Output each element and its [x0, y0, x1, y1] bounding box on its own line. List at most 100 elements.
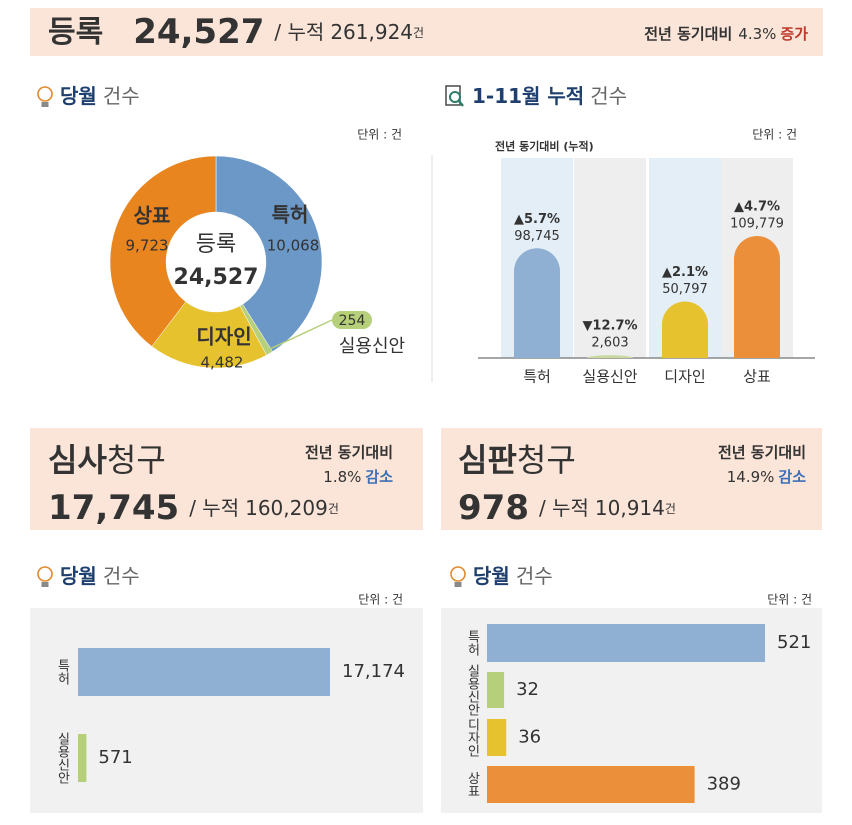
header-text: 등록 24,527 / 누적 261,924건 — [48, 12, 424, 52]
unit-label: 단위 : 건 — [752, 128, 797, 142]
band-value: 17,745 — [48, 488, 179, 528]
slice-value: 254 — [339, 313, 366, 329]
title: 청구 — [517, 441, 576, 479]
change-label: ▲2.1% — [662, 265, 708, 280]
cumulative: 160,209 — [245, 496, 328, 520]
yoy-label: 전년 동기대비 — [644, 25, 732, 43]
x-tick-label: 특허 — [523, 368, 551, 386]
slice-value: 9,723 — [126, 237, 169, 255]
subtitle: 전년 동기대비 (누적) — [495, 139, 594, 153]
value-label: 17,174 — [342, 661, 405, 682]
section-title: 당월 건수 — [60, 564, 140, 588]
bulb-icon — [450, 566, 466, 582]
cumulative-prefix: / 누적 — [189, 496, 239, 520]
header-title: 등록 — [48, 15, 103, 50]
x-tick-label: 상표 — [743, 368, 771, 386]
unit-label: 단위 : 건 — [767, 593, 812, 607]
bar — [487, 672, 505, 708]
yoy: 1.8% — [323, 468, 361, 486]
cumulative: 10,914 — [595, 496, 665, 520]
header-value: 24,527 — [133, 12, 264, 52]
center-value: 24,527 — [174, 265, 259, 290]
value-label: 36 — [518, 727, 541, 748]
donut-slice — [109, 155, 217, 347]
cumulative-prefix: / 누적 — [274, 20, 324, 44]
title: 건수 — [103, 84, 140, 108]
bar — [587, 355, 633, 358]
value-pill — [332, 311, 372, 329]
yoy: 14.9% — [727, 468, 775, 486]
value-label: 521 — [777, 632, 811, 653]
title-bold: 심사 — [48, 441, 107, 479]
panel — [30, 608, 423, 813]
yoy-label: 전년 동기대비 — [305, 444, 393, 462]
section-title: 1-11월 누적 건수 — [472, 84, 627, 108]
slice-category: 상표 — [134, 204, 171, 228]
yoy-label: 전년 동기대비 — [718, 444, 806, 462]
y-tick-label: 실용신안 — [465, 664, 480, 716]
header-yoy: 전년 동기대비 4.3% 증가 — [644, 25, 808, 43]
donut-slice — [151, 301, 267, 369]
value-label: 2,603 — [591, 336, 628, 351]
unit: 건 — [328, 502, 339, 516]
bar — [662, 301, 708, 358]
y-tick-label: 특허 — [465, 630, 480, 656]
slice-category: 특허 — [272, 203, 309, 227]
band-total: 17,745 / 누적 160,209건 — [48, 488, 339, 528]
yoy: 4.3% — [738, 25, 776, 43]
title-bold: 당월 — [60, 84, 97, 108]
unit: 건 — [413, 26, 424, 40]
y-tick-label: 실용신안 — [55, 732, 70, 784]
title-bold: 1-11월 누적 — [472, 84, 584, 108]
title-bold: 당월 — [473, 564, 510, 588]
bulb-icon — [37, 86, 53, 102]
bulb-icon — [41, 102, 49, 107]
value-label: 109,779 — [730, 217, 784, 232]
band-title: 심사청구 — [48, 441, 166, 479]
center-label: 등록 — [196, 232, 236, 257]
bar — [487, 766, 695, 803]
band-value: 978 — [458, 488, 529, 528]
x-tick-label: 디자인 — [664, 368, 705, 386]
cumulative: 261,924 — [330, 20, 413, 44]
donut-slice — [215, 155, 323, 353]
value-label: 98,745 — [514, 229, 560, 244]
unit-label: 단위 : 건 — [358, 593, 403, 607]
change-label: ▲5.7% — [514, 212, 560, 227]
column-bg — [574, 158, 646, 358]
band-total: 978 / 누적 10,914건 — [458, 488, 676, 528]
change-label: ▼12.7% — [582, 319, 637, 334]
title: 건수 — [590, 84, 627, 108]
bulb-icon — [454, 582, 462, 587]
trial-band — [441, 428, 822, 530]
title: 청구 — [107, 441, 166, 479]
bar — [514, 248, 560, 358]
bar — [78, 734, 87, 782]
band-yoy: 1.8% 감소 — [323, 468, 393, 486]
bar — [734, 236, 780, 358]
value-label: 389 — [707, 774, 741, 795]
bar — [78, 648, 330, 696]
search-icon — [449, 91, 461, 103]
slice-value: 4,482 — [201, 354, 244, 372]
band-title: 심판청구 — [458, 441, 576, 479]
y-tick-label: 상표 — [465, 772, 480, 798]
exam-band — [30, 428, 423, 530]
title-bold: 심판 — [458, 441, 517, 479]
bulb-icon — [37, 566, 53, 582]
slice-category: 실용신안 — [339, 336, 405, 357]
yoy-trend: 감소 — [365, 468, 393, 486]
x-tick-label: 실용신안 — [582, 368, 637, 386]
cumulative-prefix: / 누적 — [539, 496, 589, 520]
value-label: 50,797 — [662, 282, 708, 297]
bar — [487, 719, 507, 756]
bulb-icon — [41, 582, 49, 587]
y-tick-label: 특허 — [55, 659, 70, 685]
search-icon — [458, 100, 464, 107]
yoy-trend: 증가 — [780, 25, 808, 43]
band-yoy: 14.9% 감소 — [727, 468, 806, 486]
title: 건수 — [516, 564, 553, 588]
slice-value: 10,068 — [267, 237, 320, 255]
change-label: ▲4.7% — [734, 200, 780, 215]
